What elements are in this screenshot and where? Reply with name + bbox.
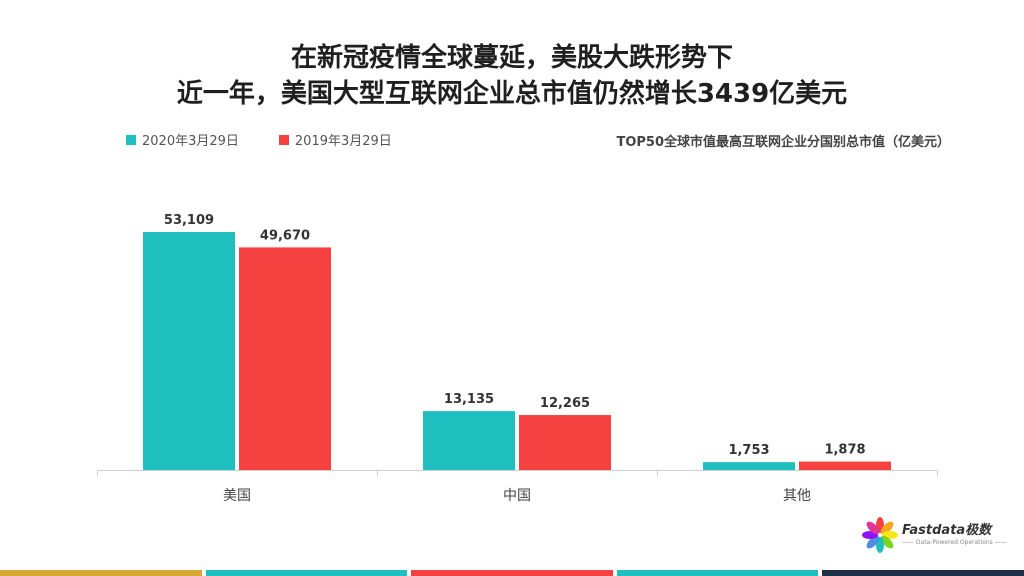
data-label: 49,670 bbox=[260, 228, 310, 243]
footer-color-bar bbox=[0, 570, 1024, 576]
chart-title: 在新冠疫情全球蔓延，美股大跌形势下 近一年，美国大型互联网企业总市值仍然增长34… bbox=[0, 40, 1024, 112]
legend-swatch-2020 bbox=[126, 134, 136, 145]
footer-segment bbox=[822, 570, 1024, 576]
category-label: 其他 bbox=[783, 488, 811, 504]
data-label: 13,135 bbox=[444, 392, 494, 407]
legend-label-2020: 2020年3月29日 bbox=[142, 134, 239, 149]
data-label: 12,265 bbox=[540, 396, 590, 411]
category-label: 美国 bbox=[223, 488, 251, 504]
bar-2020 bbox=[143, 232, 235, 470]
logo-tagline: —— Data-Powered Operations —— bbox=[902, 539, 1007, 546]
legend: 2020年3月29日 2019年3月29日 bbox=[126, 130, 392, 149]
legend-item-2020: 2020年3月29日 bbox=[126, 130, 239, 149]
legend-item-2019: 2019年3月29日 bbox=[278, 130, 392, 149]
bar-2019 bbox=[239, 247, 331, 470]
legend-swatch-2019 bbox=[278, 134, 289, 145]
chart-subtitle: TOP50全球市值最高互联网企业分国别总市值（亿美元） bbox=[616, 135, 950, 150]
bar-2019 bbox=[519, 415, 611, 470]
footer-segment bbox=[205, 570, 408, 576]
title-line-2: 近一年，美国大型互联网企业总市值仍然增长3439亿美元 bbox=[176, 79, 848, 109]
logo-name: Fastdata极数 bbox=[902, 523, 992, 538]
bar-2019 bbox=[799, 461, 891, 470]
footer-segment bbox=[616, 570, 819, 576]
pinwheel-logo-icon bbox=[862, 517, 898, 553]
title-line-1: 在新冠疫情全球蔓延，美股大跌形势下 bbox=[290, 43, 733, 73]
legend-label-2019: 2019年3月29日 bbox=[294, 134, 392, 149]
fastdata-logo: Fastdata极数 —— Data-Powered Operations —— bbox=[862, 517, 1007, 553]
bar-2020 bbox=[423, 411, 515, 470]
data-label: 1,878 bbox=[824, 443, 865, 458]
data-label: 53,109 bbox=[164, 213, 214, 228]
bar-2020 bbox=[703, 462, 795, 470]
category-label: 中国 bbox=[503, 488, 531, 504]
footer-segment bbox=[0, 570, 202, 576]
data-label: 1,753 bbox=[728, 443, 769, 458]
footer-segment bbox=[411, 570, 613, 576]
